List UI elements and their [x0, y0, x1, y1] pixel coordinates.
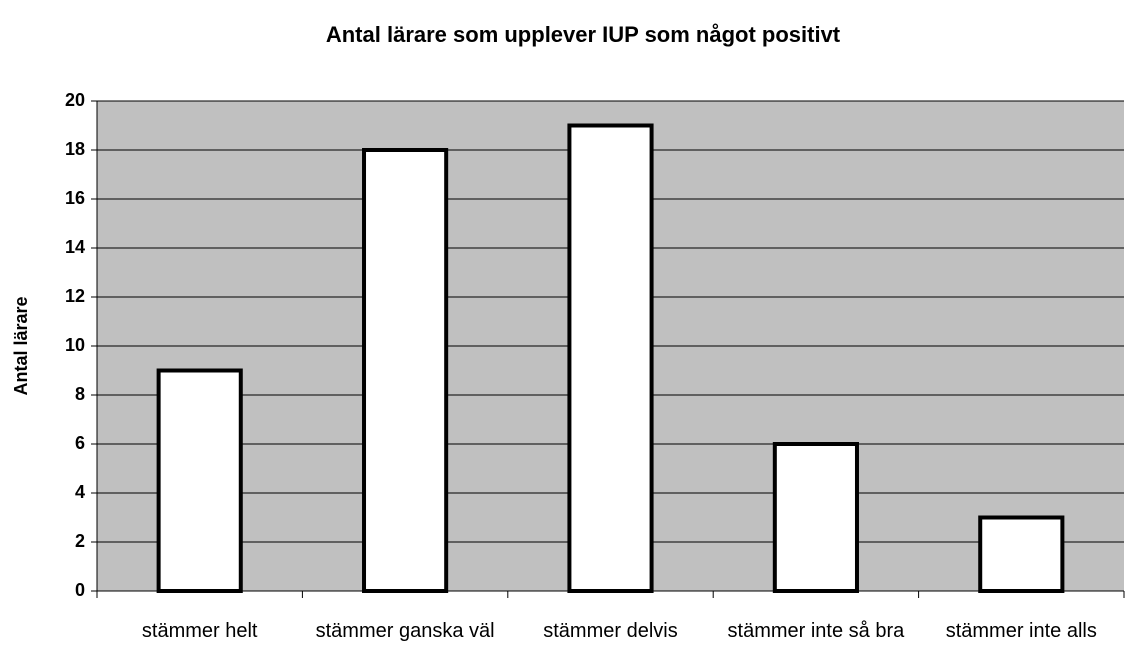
bar — [978, 515, 1065, 593]
x-tick-label: stämmer inte alls — [945, 620, 1097, 642]
y-tick-label: 20 — [65, 90, 85, 110]
x-tick-label: stämmer helt — [141, 620, 258, 642]
bar — [156, 368, 243, 593]
y-tick-label: 16 — [65, 188, 85, 208]
y-tick-label: 6 — [75, 433, 85, 453]
y-tick-label: 12 — [65, 286, 85, 306]
y-tick-label: 18 — [65, 139, 85, 159]
chart-title: Antal lärare som upplever IUP som något … — [326, 22, 841, 47]
y-tick-label: 2 — [75, 531, 85, 551]
y-tick-label: 0 — [75, 580, 85, 600]
x-tick-label: stämmer delvis — [543, 620, 678, 642]
y-tick-label: 14 — [65, 237, 85, 257]
y-tick-label: 10 — [65, 335, 85, 355]
bar — [362, 148, 449, 593]
y-tick-label: 4 — [75, 482, 85, 502]
bar — [567, 123, 654, 593]
x-tick-label: stämmer inte så bra — [727, 620, 905, 642]
bar — [772, 442, 859, 593]
y-axis-label: Antal lärare — [11, 296, 31, 395]
y-tick-label: 8 — [75, 384, 85, 404]
x-tick-label: stämmer ganska väl — [315, 620, 495, 642]
